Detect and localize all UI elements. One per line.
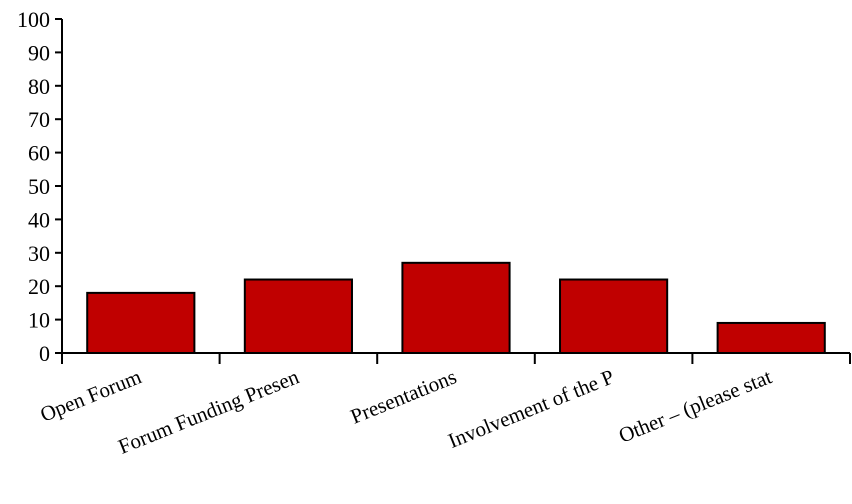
category-label: Open Forum: [37, 364, 145, 426]
y-tick-label: 30: [28, 241, 50, 266]
y-tick-label: 60: [28, 141, 50, 166]
category-label: Forum Funding Presen: [115, 364, 303, 459]
bars: [86, 261, 826, 355]
category-label: Other – (please stat: [615, 364, 775, 447]
y-tick-label: 40: [28, 207, 50, 232]
y-tick-label: 0: [39, 341, 50, 366]
category-label: Involvement of the P: [445, 364, 618, 452]
y-tick-label: 70: [28, 107, 50, 132]
bar: [86, 291, 196, 355]
y-tick-label: 20: [28, 274, 50, 299]
bar: [401, 261, 511, 355]
y-tick-label: 10: [28, 308, 50, 333]
y-tick-label: 100: [17, 7, 50, 32]
bar: [716, 321, 826, 355]
bar: [243, 278, 353, 354]
y-tick-label: 90: [28, 40, 50, 65]
bar: [559, 278, 669, 354]
y-axis-ticks: 0 10 20 30 40 50 60 70 80 90 100: [17, 7, 62, 366]
y-tick-label: 50: [28, 174, 50, 199]
category-label: Presentations: [347, 364, 460, 428]
y-tick-label: 80: [28, 74, 50, 99]
x-axis-ticks: [61, 353, 851, 364]
